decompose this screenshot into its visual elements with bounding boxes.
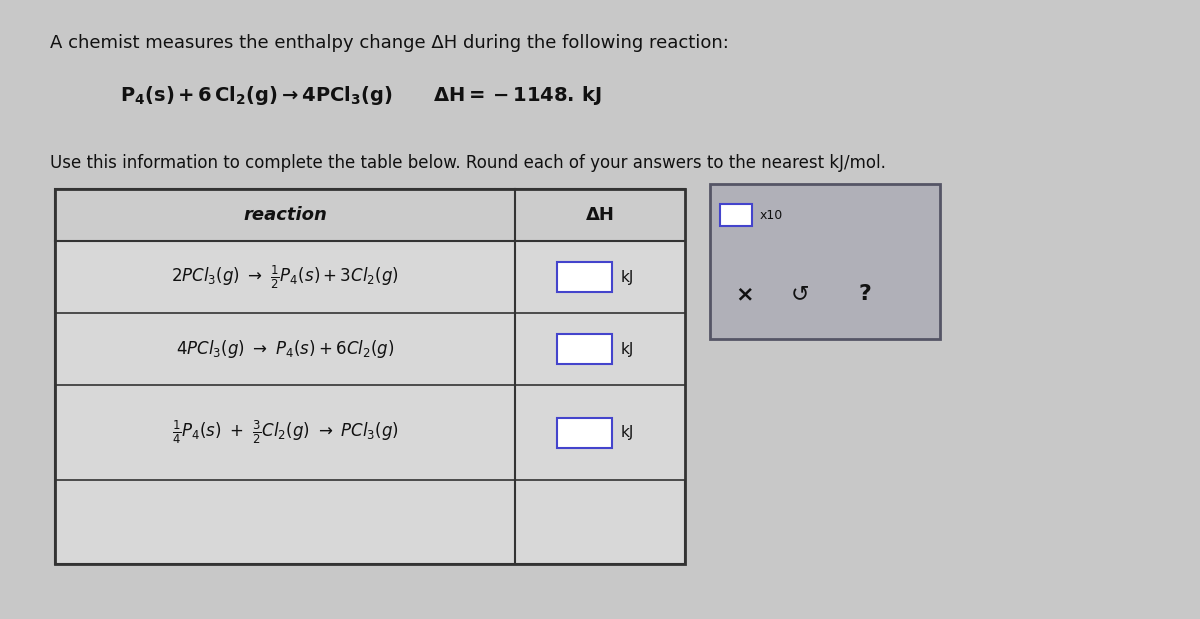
Text: $2PCl_3(g)\ \rightarrow\ \frac{1}{2}P_4(s) + 3Cl_2(g)$: $2PCl_3(g)\ \rightarrow\ \frac{1}{2}P_4(…: [172, 263, 398, 291]
FancyBboxPatch shape: [558, 417, 612, 448]
Text: Use this information to complete the table below. Round each of your answers to : Use this information to complete the tab…: [50, 154, 886, 172]
FancyBboxPatch shape: [55, 189, 685, 241]
Text: ?: ?: [858, 284, 871, 304]
Text: kJ: kJ: [620, 342, 634, 357]
Text: ×: ×: [736, 284, 755, 304]
FancyBboxPatch shape: [558, 334, 612, 364]
Text: x10: x10: [760, 209, 784, 222]
FancyBboxPatch shape: [55, 313, 685, 385]
FancyBboxPatch shape: [55, 189, 685, 564]
FancyBboxPatch shape: [55, 241, 685, 313]
FancyBboxPatch shape: [710, 184, 940, 339]
Text: $\frac{1}{4}P_4(s)\ +\ \frac{3}{2}Cl_2(g)\ \rightarrow\ PCl_3(g)$: $\frac{1}{4}P_4(s)\ +\ \frac{3}{2}Cl_2(g…: [172, 419, 398, 446]
FancyBboxPatch shape: [720, 204, 752, 226]
Text: kJ: kJ: [620, 425, 634, 440]
Text: kJ: kJ: [620, 269, 634, 285]
Text: ↺: ↺: [791, 284, 809, 304]
Text: A chemist measures the enthalpy change ΔH during the following reaction:: A chemist measures the enthalpy change Δ…: [50, 34, 728, 52]
FancyBboxPatch shape: [55, 385, 685, 480]
Text: ΔH: ΔH: [586, 206, 614, 224]
FancyBboxPatch shape: [558, 262, 612, 292]
Text: $\mathbf{P_4(s) + 6\,Cl_2(g) \rightarrow 4PCl_3(g)}$      $\mathbf{\Delta H = -1: $\mathbf{P_4(s) + 6\,Cl_2(g) \rightarrow…: [120, 84, 601, 107]
Text: $4PCl_3(g)\ \rightarrow\ P_4(s) + 6Cl_2(g)$: $4PCl_3(g)\ \rightarrow\ P_4(s) + 6Cl_2(…: [176, 338, 394, 360]
Text: reaction: reaction: [244, 206, 326, 224]
